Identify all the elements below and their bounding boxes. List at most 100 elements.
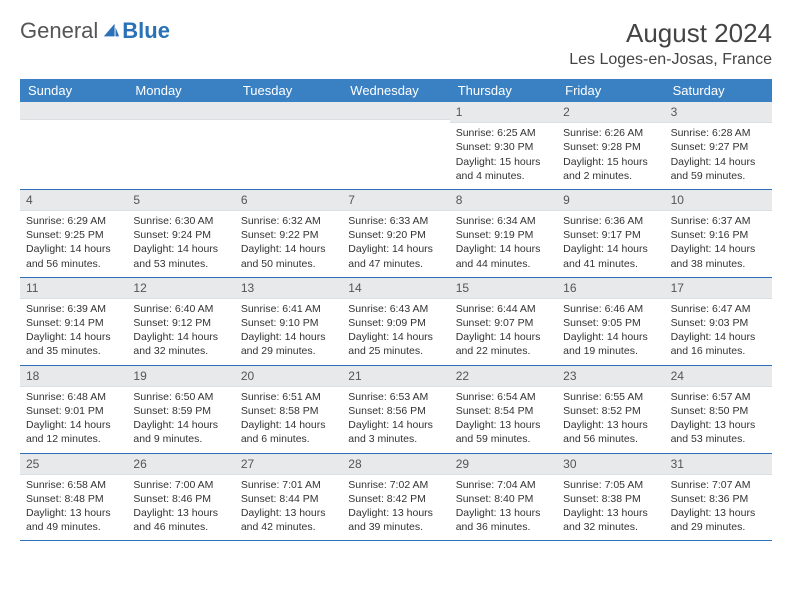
sunrise-text: Sunrise: 6:32 AM [241, 214, 336, 228]
sunset-text: Sunset: 8:56 PM [348, 404, 443, 418]
week-row: 18Sunrise: 6:48 AMSunset: 9:01 PMDayligh… [20, 366, 772, 454]
sunrise-text: Sunrise: 6:33 AM [348, 214, 443, 228]
sunrise-text: Sunrise: 6:55 AM [563, 390, 658, 404]
sunset-text: Sunset: 8:59 PM [133, 404, 228, 418]
cell-body: Sunrise: 6:39 AMSunset: 9:14 PMDaylight:… [20, 299, 127, 365]
sunset-text: Sunset: 9:12 PM [133, 316, 228, 330]
date-number: 12 [127, 278, 234, 299]
sunrise-text: Sunrise: 7:04 AM [456, 478, 551, 492]
daylight-text: Daylight: 14 hours and 47 minutes. [348, 242, 443, 270]
cell-body: Sunrise: 6:26 AMSunset: 9:28 PMDaylight:… [557, 123, 664, 189]
sunrise-text: Sunrise: 6:58 AM [26, 478, 121, 492]
day-cell: 14Sunrise: 6:43 AMSunset: 9:09 PMDayligh… [342, 278, 449, 365]
sunset-text: Sunset: 8:38 PM [563, 492, 658, 506]
cell-body: Sunrise: 6:32 AMSunset: 9:22 PMDaylight:… [235, 211, 342, 277]
daylight-text: Daylight: 13 hours and 49 minutes. [26, 506, 121, 534]
cell-body: Sunrise: 6:54 AMSunset: 8:54 PMDaylight:… [450, 387, 557, 453]
date-number: 2 [557, 102, 664, 123]
day-cell: 27Sunrise: 7:01 AMSunset: 8:44 PMDayligh… [235, 454, 342, 541]
daylight-text: Daylight: 13 hours and 42 minutes. [241, 506, 336, 534]
title-block: August 2024 Les Loges-en-Josas, France [569, 18, 772, 69]
date-number: 11 [20, 278, 127, 299]
daylight-text: Daylight: 14 hours and 9 minutes. [133, 418, 228, 446]
day-cell: 2Sunrise: 6:26 AMSunset: 9:28 PMDaylight… [557, 102, 664, 189]
daylight-text: Daylight: 15 hours and 2 minutes. [563, 155, 658, 183]
daylight-text: Daylight: 14 hours and 29 minutes. [241, 330, 336, 358]
date-number: 13 [235, 278, 342, 299]
sunset-text: Sunset: 9:20 PM [348, 228, 443, 242]
date-number: 18 [20, 366, 127, 387]
sunrise-text: Sunrise: 6:30 AM [133, 214, 228, 228]
date-number: 14 [342, 278, 449, 299]
week-row: 11Sunrise: 6:39 AMSunset: 9:14 PMDayligh… [20, 278, 772, 366]
daylight-text: Daylight: 14 hours and 3 minutes. [348, 418, 443, 446]
daylight-text: Daylight: 14 hours and 35 minutes. [26, 330, 121, 358]
date-number: 24 [665, 366, 772, 387]
date-number [342, 102, 449, 120]
day-cell: 30Sunrise: 7:05 AMSunset: 8:38 PMDayligh… [557, 454, 664, 541]
sunset-text: Sunset: 9:27 PM [671, 140, 766, 154]
daylight-text: Daylight: 14 hours and 44 minutes. [456, 242, 551, 270]
sunrise-text: Sunrise: 7:01 AM [241, 478, 336, 492]
sunset-text: Sunset: 9:24 PM [133, 228, 228, 242]
date-number: 29 [450, 454, 557, 475]
cell-body: Sunrise: 6:36 AMSunset: 9:17 PMDaylight:… [557, 211, 664, 277]
date-number: 9 [557, 190, 664, 211]
daylight-text: Daylight: 14 hours and 6 minutes. [241, 418, 336, 446]
date-number: 7 [342, 190, 449, 211]
sunrise-text: Sunrise: 6:48 AM [26, 390, 121, 404]
sunset-text: Sunset: 8:40 PM [456, 492, 551, 506]
daylight-text: Daylight: 13 hours and 53 minutes. [671, 418, 766, 446]
sunset-text: Sunset: 9:07 PM [456, 316, 551, 330]
day-cell: 22Sunrise: 6:54 AMSunset: 8:54 PMDayligh… [450, 366, 557, 453]
sunset-text: Sunset: 9:16 PM [671, 228, 766, 242]
day-cell: 29Sunrise: 7:04 AMSunset: 8:40 PMDayligh… [450, 454, 557, 541]
date-number: 16 [557, 278, 664, 299]
sunset-text: Sunset: 9:25 PM [26, 228, 121, 242]
cell-body: Sunrise: 6:48 AMSunset: 9:01 PMDaylight:… [20, 387, 127, 453]
day-cell [20, 102, 127, 189]
daylight-text: Daylight: 14 hours and 53 minutes. [133, 242, 228, 270]
sunset-text: Sunset: 9:30 PM [456, 140, 551, 154]
sunset-text: Sunset: 9:09 PM [348, 316, 443, 330]
cell-body: Sunrise: 7:01 AMSunset: 8:44 PMDaylight:… [235, 475, 342, 541]
day-cell: 7 Sunrise: 6:33 AMSunset: 9:20 PMDaylight… [342, 190, 449, 277]
cell-body: Sunrise: 6:50 AMSunset: 8:59 PMDaylight:… [127, 387, 234, 453]
date-number: 8 [450, 190, 557, 211]
date-number: 3 [665, 102, 772, 123]
cell-body: Sunrise: 6:40 AMSunset: 9:12 PMDaylight:… [127, 299, 234, 365]
cell-body: Sunrise: 6:25 AMSunset: 9:30 PMDaylight:… [450, 123, 557, 189]
cell-body: Sunrise: 7:07 AMSunset: 8:36 PMDaylight:… [665, 475, 772, 541]
sunrise-text: Sunrise: 6:54 AM [456, 390, 551, 404]
cell-body: Sunrise: 7:02 AMSunset: 8:42 PMDaylight:… [342, 475, 449, 541]
sunrise-text: Sunrise: 6:40 AM [133, 302, 228, 316]
logo: General Blue [20, 18, 170, 44]
cell-body: Sunrise: 6:57 AMSunset: 8:50 PMDaylight:… [665, 387, 772, 453]
sunset-text: Sunset: 9:10 PM [241, 316, 336, 330]
date-number: 23 [557, 366, 664, 387]
date-number: 21 [342, 366, 449, 387]
day-cell: 11Sunrise: 6:39 AMSunset: 9:14 PMDayligh… [20, 278, 127, 365]
date-number [235, 102, 342, 120]
sunset-text: Sunset: 9:17 PM [563, 228, 658, 242]
day-cell: 25Sunrise: 6:58 AMSunset: 8:48 PMDayligh… [20, 454, 127, 541]
day-cell: 18Sunrise: 6:48 AMSunset: 9:01 PMDayligh… [20, 366, 127, 453]
date-number: 17 [665, 278, 772, 299]
sunrise-text: Sunrise: 6:41 AM [241, 302, 336, 316]
sunset-text: Sunset: 8:58 PM [241, 404, 336, 418]
sunrise-text: Sunrise: 6:57 AM [671, 390, 766, 404]
day-cell: 15Sunrise: 6:44 AMSunset: 9:07 PMDayligh… [450, 278, 557, 365]
day-cell [235, 102, 342, 189]
cell-body: Sunrise: 6:29 AMSunset: 9:25 PMDaylight:… [20, 211, 127, 277]
day-header-monday: Monday [127, 79, 234, 102]
sunrise-text: Sunrise: 6:36 AM [563, 214, 658, 228]
daylight-text: Daylight: 13 hours and 39 minutes. [348, 506, 443, 534]
sunset-text: Sunset: 8:54 PM [456, 404, 551, 418]
cell-body: Sunrise: 6:53 AMSunset: 8:56 PMDaylight:… [342, 387, 449, 453]
sunset-text: Sunset: 9:03 PM [671, 316, 766, 330]
sunrise-text: Sunrise: 6:51 AM [241, 390, 336, 404]
week-row: 4Sunrise: 6:29 AMSunset: 9:25 PMDaylight… [20, 190, 772, 278]
daylight-text: Daylight: 14 hours and 25 minutes. [348, 330, 443, 358]
day-cell: 10Sunrise: 6:37 AMSunset: 9:16 PMDayligh… [665, 190, 772, 277]
date-number: 27 [235, 454, 342, 475]
